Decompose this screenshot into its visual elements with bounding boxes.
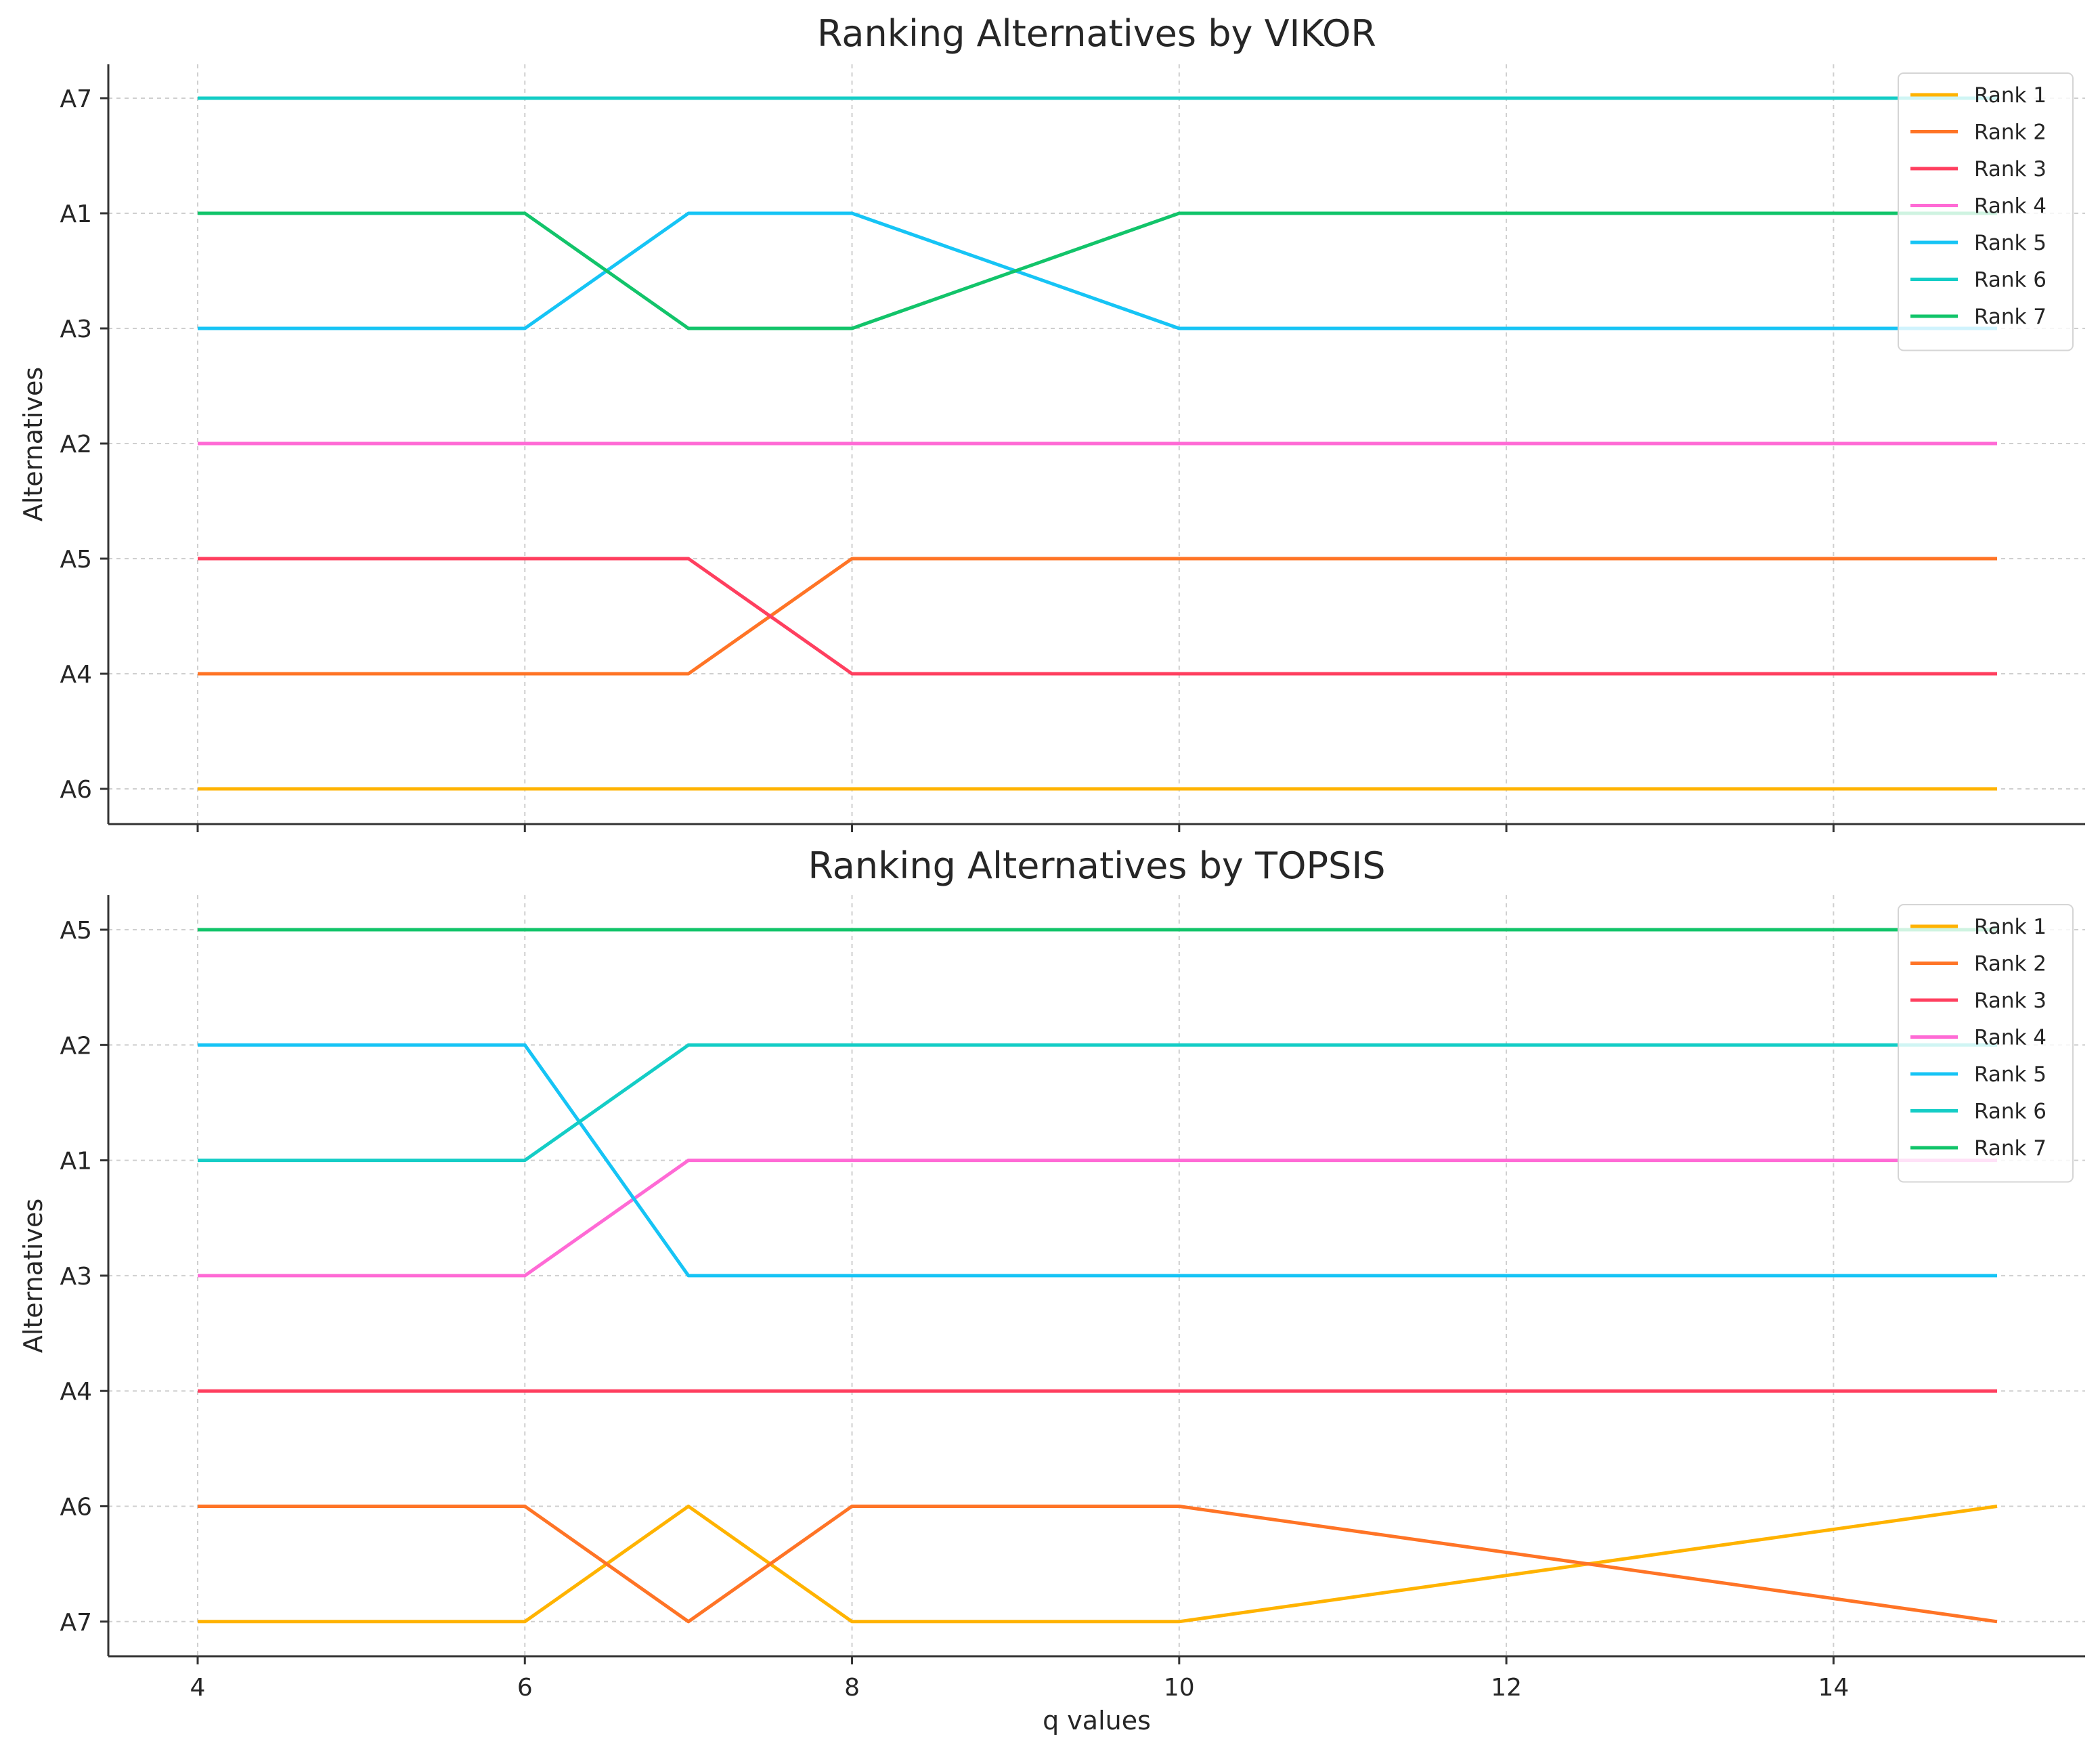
x-tick-label: 8 <box>844 1674 860 1702</box>
y-tick-label: A5 <box>60 546 92 574</box>
x-axis-label: q values <box>1043 1706 1151 1735</box>
legend-label-rank-4: Rank 4 <box>1974 194 2047 219</box>
legend-box <box>1898 72 2074 351</box>
legend-label-rank-3: Rank 3 <box>1974 989 2047 1013</box>
legend: Rank 1 Rank 2 Rank 3 Rank 4 Rank 5 Rank 6 Rank… <box>1898 904 2074 1183</box>
chart-title: Ranking Alternatives by TOPSIS <box>808 844 1385 887</box>
series-line-rank-4 <box>198 1159 1997 1278</box>
x-tick-label: 14 <box>1818 1674 1849 1702</box>
chart-panel-1: A6 A4 A5 A2 A3 A1 A7 Ranking Alternatives by VI… <box>18 12 2085 832</box>
legend-label-rank-5: Rank 5 <box>1974 231 2047 255</box>
x-tick-label: 10 <box>1164 1674 1195 1702</box>
y-tick-label: A1 <box>60 1148 92 1176</box>
y-tick-label: A1 <box>60 200 92 228</box>
series-line-rank-6 <box>198 1043 1997 1163</box>
legend-label-rank-7: Rank 7 <box>1974 305 2047 329</box>
legend-label-rank-2: Rank 2 <box>1974 121 2047 145</box>
legend-label-rank-5: Rank 5 <box>1974 1062 2047 1087</box>
legend-label-rank-1: Rank 1 <box>1974 83 2047 108</box>
x-tick-label: 6 <box>517 1674 533 1702</box>
series-line-rank-7 <box>198 211 1997 330</box>
y-tick-label: A4 <box>60 661 92 689</box>
legend-label-rank-2: Rank 2 <box>1974 952 2047 976</box>
series-line-rank-2 <box>198 557 1997 676</box>
y-tick-label: A3 <box>60 1263 92 1291</box>
y-tick-label: A2 <box>60 1032 92 1060</box>
y-tick-label: A5 <box>60 917 92 945</box>
legend-label-rank-6: Rank 6 <box>1974 268 2047 293</box>
legend-label-rank-4: Rank 4 <box>1974 1026 2047 1050</box>
series-line-rank-5 <box>198 211 1997 330</box>
y-tick-label: A6 <box>60 1494 92 1522</box>
x-tick-label: 12 <box>1491 1674 1522 1702</box>
legend-label-rank-7: Rank 7 <box>1974 1136 2047 1161</box>
chart-title: Ranking Alternatives by VIKOR <box>817 12 1376 55</box>
legend-label-rank-6: Rank 6 <box>1974 1100 2047 1124</box>
y-tick-label: A3 <box>60 316 92 343</box>
legend-box <box>1898 904 2074 1183</box>
chart-panel-2: A7 A6 A4 A3 A1 A2 A5 4 6 8 10 12 14 Ranking Alternati… <box>18 844 2085 1735</box>
legend-label-rank-3: Rank 3 <box>1974 157 2047 181</box>
x-tick-label: 4 <box>190 1674 206 1702</box>
series-line-rank-5 <box>198 1043 1997 1278</box>
y-tick-label: A4 <box>60 1378 92 1406</box>
y-tick-label: A6 <box>60 776 92 804</box>
y-tick-label: A7 <box>60 85 92 113</box>
y-tick-label: A7 <box>60 1609 92 1637</box>
legend-label-rank-1: Rank 1 <box>1974 915 2047 939</box>
y-axis-label: Alternatives <box>18 1199 48 1353</box>
series-line-rank-1 <box>198 1505 1998 1624</box>
legend: Rank 1 Rank 2 Rank 3 Rank 4 Rank 5 Rank 6 Rank… <box>1898 72 2074 351</box>
series-line-rank-3 <box>198 557 1997 676</box>
series-line-rank-2 <box>198 1505 1998 1624</box>
y-axis-label: Alternatives <box>18 367 48 521</box>
y-tick-label: A2 <box>60 431 92 458</box>
